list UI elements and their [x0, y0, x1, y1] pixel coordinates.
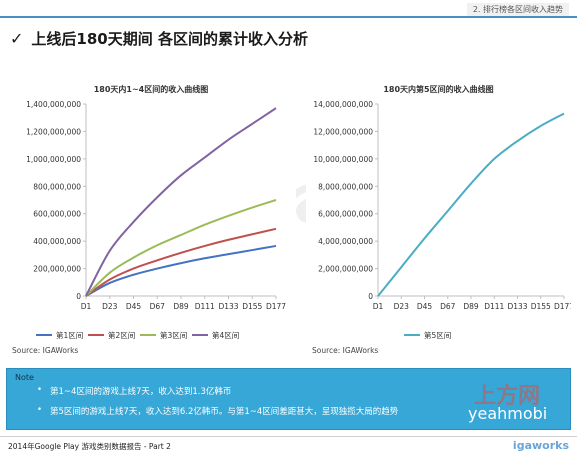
site-url-watermark: yeahmobi: [468, 404, 548, 423]
note-box: Note • 第1~4区间的游戏上线7天，收入达到1.3亿韩币 • 第5区间的游戏上…: [6, 368, 571, 430]
y-tick-label: 1,200,000,000: [26, 127, 81, 136]
chart-1-title: 180天内1~4区间的收入曲线图: [93, 85, 209, 94]
y-tick-label: 1,400,000,000: [26, 100, 81, 109]
x-tick-label: D133: [507, 302, 527, 311]
chart-2-source: Source: IGAWorks: [312, 346, 379, 355]
top-bar: 2. 排行榜各区间收入趋势: [0, 0, 577, 22]
x-tick-label: D67: [440, 302, 456, 311]
legend-label: 第5区间: [424, 330, 451, 340]
series-line-4: [85, 107, 277, 297]
legend-label: 第4区间: [212, 330, 239, 340]
bullet-icon: •: [37, 405, 43, 415]
series-line-3: [85, 199, 277, 297]
page-title: 上线后180天期间 各区间的累计收入分析: [31, 29, 308, 48]
x-tick-label: D111: [484, 302, 504, 311]
note-item: • 第5区间的游戏上线7天，收入达到6.2亿韩币。与第1~4区间差距甚大，呈现独揽…: [37, 405, 477, 417]
y-tick-label: 0: [368, 292, 373, 301]
title-row: ✓ 上线后180天期间 各区间的累计收入分析: [10, 28, 308, 48]
x-tick-label: D1: [373, 302, 384, 311]
y-tick-label: 6,000,000,000: [318, 210, 373, 219]
note-list: • 第1~4区间的游戏上线7天，收入达到1.3亿韩币 • 第5区间的游戏上线7天，收…: [37, 385, 477, 429]
x-tick-label: D45: [126, 302, 142, 311]
y-tick-label: 600,000,000: [33, 210, 81, 219]
series-line-1: [85, 244, 277, 297]
x-tick-label: D155: [242, 302, 262, 311]
section-label: 2. 排行榜各区间收入趋势: [466, 3, 569, 16]
y-tick-label: 14,000,000,000: [313, 100, 373, 109]
chart-2-svg: 0 2,000,000,000 4,000,000,000 6,000,000,000…: [313, 100, 571, 340]
legend-label: 第1区间: [56, 330, 83, 340]
x-tick-label: D89: [173, 302, 189, 311]
legend-label: 第2区间: [108, 330, 135, 340]
x-tick-label: D1: [81, 302, 92, 311]
x-tick-label: D177: [266, 302, 286, 311]
y-tick-label: 10,000,000,000: [313, 155, 373, 164]
chart-1-panel: 180天内1~4区间的收入曲线图 0 200,000,000 400,000,000…: [6, 70, 296, 360]
x-tick-label: D133: [218, 302, 238, 311]
note-label: Note: [15, 373, 34, 382]
y-tick-label: 200,000,000: [33, 265, 81, 274]
chart-2-panel: 180天内第5区间的收入曲线图 0 2,000,000,000 4,000,000,…: [306, 70, 571, 360]
footer: 2014年Google Play 游戏类别数据报告 - Part 2 igawo…: [0, 436, 577, 455]
x-tick-label: D111: [195, 302, 215, 311]
note-item-text: 第1~4区间的游戏上线7天，收入达到1.3亿韩币: [50, 387, 232, 397]
x-tick-label: D155: [531, 302, 551, 311]
y-tick-label: 400,000,000: [33, 237, 81, 246]
x-tick-label: D23: [394, 302, 410, 311]
y-tick-label: 1,000,000,000: [26, 155, 81, 164]
x-tick-label: D89: [463, 302, 479, 311]
note-item: • 第1~4区间的游戏上线7天，收入达到1.3亿韩币: [37, 385, 477, 397]
x-tick-label: D67: [150, 302, 166, 311]
y-tick-label: 8,000,000,000: [318, 182, 373, 191]
y-tick-label: 2,000,000,000: [318, 265, 373, 274]
legend-label: 第3区间: [160, 330, 187, 340]
note-item-text: 第5区间的游戏上线7天，收入达到6.2亿韩币。与第1~4区间差距甚大，呈现独揽大…: [50, 407, 399, 417]
x-tick-label: D45: [417, 302, 433, 311]
series-line-2: [85, 227, 277, 297]
chart-2-title: 180天内第5区间的收入曲线图: [383, 85, 494, 94]
checkmark-icon: ✓: [10, 28, 24, 48]
x-tick-label: D23: [102, 302, 118, 311]
bullet-icon: •: [37, 385, 43, 395]
y-tick-label: 800,000,000: [33, 182, 81, 191]
y-tick-label: 0: [76, 292, 81, 301]
site-watermark: 上方网: [474, 384, 541, 409]
chart-1-svg: 0 200,000,000 400,000,000 600,000,000 800,00…: [26, 100, 286, 340]
footer-brand-logo: igaworks: [512, 439, 569, 452]
top-divider: [0, 16, 577, 18]
y-tick-label: 12,000,000,000: [313, 127, 373, 136]
footer-text: 2014年Google Play 游戏类别数据报告 - Part 2: [8, 442, 171, 451]
y-tick-label: 4,000,000,000: [318, 237, 373, 246]
chart-1-source: Source: IGAWorks: [12, 346, 79, 355]
series-line-1: [377, 112, 565, 297]
x-tick-label: D177: [554, 302, 571, 311]
